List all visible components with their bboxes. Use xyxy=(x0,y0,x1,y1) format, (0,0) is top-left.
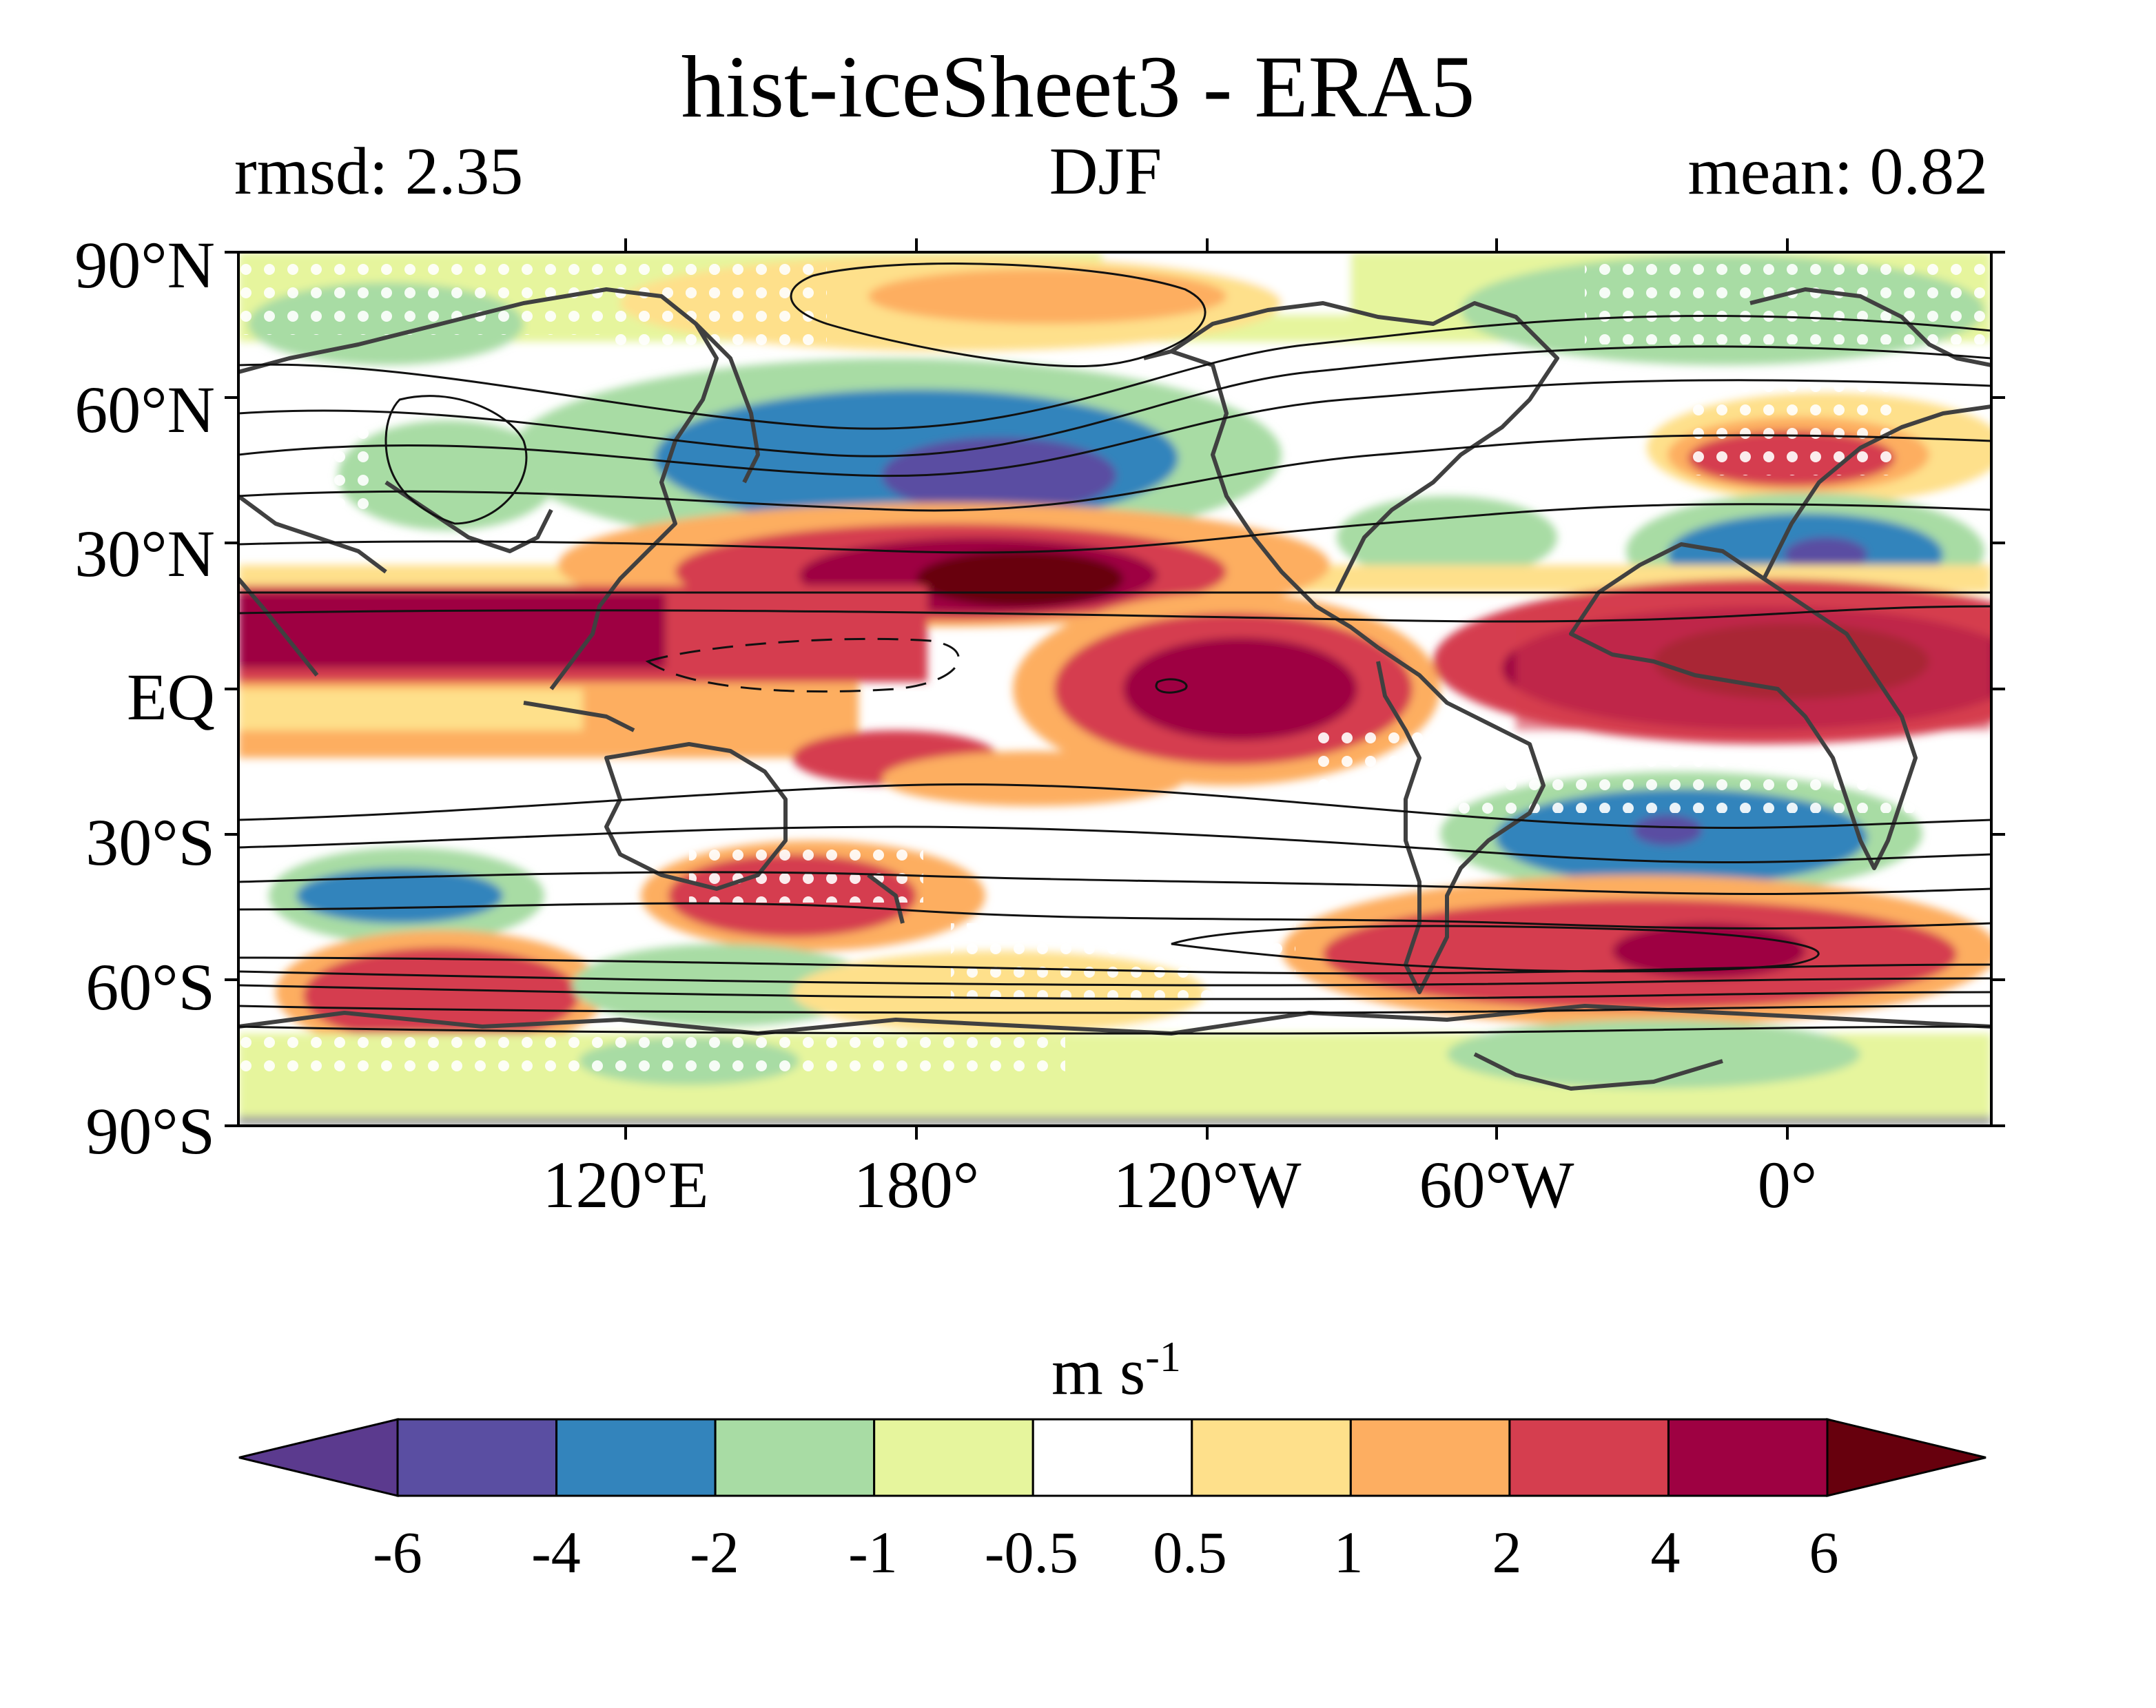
colorbar-bin xyxy=(714,1418,876,1497)
colorbar-bin xyxy=(1031,1418,1193,1497)
significance-stipple xyxy=(238,252,1991,1075)
colorbar-tick-label: 4 xyxy=(1650,1519,1681,1585)
lon-label-120w: 120°W xyxy=(1113,1148,1302,1222)
colorbar-tick-label: 0.5 xyxy=(1153,1519,1227,1585)
lon-label-120e: 120°E xyxy=(542,1148,709,1222)
colorbar-extend-low xyxy=(238,1418,399,1497)
colorbar-bin xyxy=(873,1418,1034,1497)
colorbar-tick-label: 1 xyxy=(1333,1519,1364,1585)
mean-label: mean: 0.82 xyxy=(1687,134,1988,209)
colorbar xyxy=(238,1418,1986,1497)
colorbar-tick-label: 6 xyxy=(1809,1519,1839,1585)
lat-label-90s: 90°S xyxy=(85,1094,215,1168)
colorbar-bin xyxy=(396,1418,558,1497)
lon-label-60w: 60°W xyxy=(1419,1148,1574,1222)
colorbar-bin xyxy=(555,1418,717,1497)
coastlines xyxy=(238,287,1991,1091)
lat-label-30n: 30°N xyxy=(74,517,215,590)
colorbar-bin xyxy=(1667,1418,1829,1497)
lat-label-60n: 60°N xyxy=(74,373,215,446)
lon-label-180: 180° xyxy=(853,1148,980,1222)
colorbar-bin xyxy=(1508,1418,1670,1497)
lat-label-60s: 60°S xyxy=(85,950,215,1024)
rmsd-label: rmsd: 2.35 xyxy=(234,134,524,209)
figure-title: hist-iceSheet3 - ERA5 xyxy=(681,38,1475,136)
colorbar-units: m s-1 xyxy=(896,1333,1337,1410)
colorbar-bin xyxy=(1191,1418,1352,1497)
colorbar-tick-label: 2 xyxy=(1492,1519,1522,1585)
colorbar-tick-label: -1 xyxy=(848,1519,898,1585)
axis-ticks xyxy=(225,238,2005,1140)
lat-label-90n: 90°N xyxy=(74,228,215,302)
map-plot-area xyxy=(238,252,1991,1126)
lat-label-eq: EQ xyxy=(127,660,215,734)
units-exponent: -1 xyxy=(1145,1334,1181,1381)
colorbar-tick-label: -4 xyxy=(531,1519,581,1585)
colorbar-bin xyxy=(1349,1418,1511,1497)
season-label: DJF xyxy=(1049,134,1162,209)
colorbar-extend-high xyxy=(1826,1418,1986,1497)
colorbar-tick-label: -2 xyxy=(690,1519,739,1585)
colorbar-tick-label: -0.5 xyxy=(984,1519,1079,1585)
lat-label-30s: 30°S xyxy=(85,805,215,879)
climatology-contours xyxy=(238,263,1991,1035)
colorbar-tick-label: -6 xyxy=(373,1519,422,1585)
units-base: m s xyxy=(1051,1335,1146,1408)
lon-label-0: 0° xyxy=(1757,1148,1818,1222)
